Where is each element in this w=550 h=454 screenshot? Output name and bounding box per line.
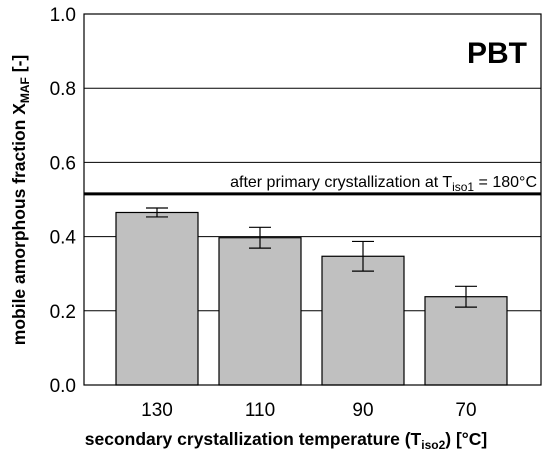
y-tick-label: 0.8 [50,79,76,100]
y-tick-label: 0.0 [50,376,76,397]
y-tick-label: 0.4 [50,228,77,249]
error-bars [146,207,477,308]
y-tick-label: 1.0 [50,5,76,26]
bars [115,211,508,386]
reference-line-label: after primary crystallization at Tiso1 =… [230,174,537,194]
x-tick-label: 90 [352,400,373,421]
x-tick-label: 110 [245,400,275,421]
bar [115,211,199,386]
plot-area-border [83,13,542,386]
y-tick-labels: 0.0 0.2 0.4 0.6 0.8 1.0 [50,5,77,397]
y-tick-label: 0.2 [50,302,76,323]
bar [218,237,302,386]
y-axis-title: mobile amorphous fraction XMAF [-] [9,55,32,345]
x-tick-label: 70 [455,400,476,421]
bar [321,255,405,386]
plot-frame [83,13,542,386]
x-axis-title: secondary crystallization temperature (T… [85,429,488,452]
x-tick-label: 130 [141,400,173,421]
x-tick-labels: 130 110 90 70 [141,400,476,421]
y-tick-label: 0.6 [50,153,76,174]
bar [424,296,508,386]
panel-label: PBT [467,37,527,70]
